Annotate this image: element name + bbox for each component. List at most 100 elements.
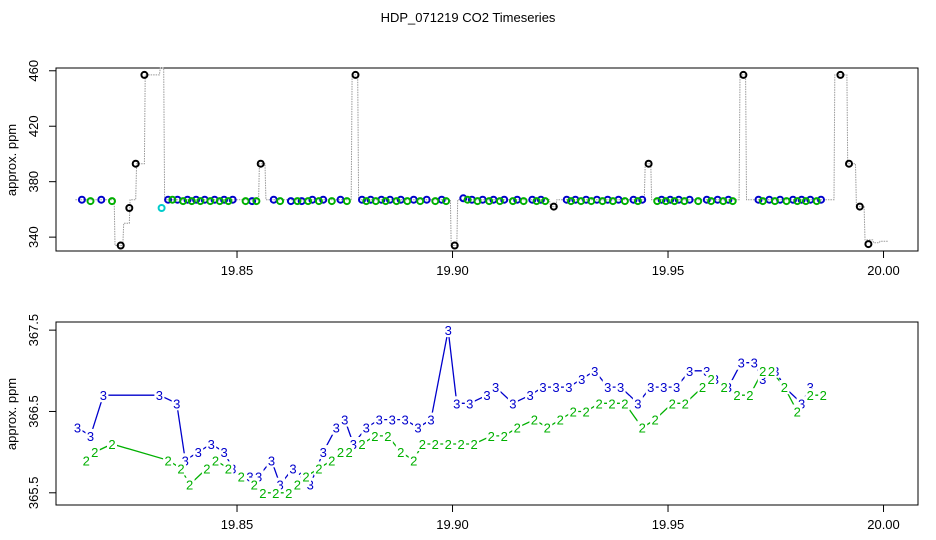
marker-background xyxy=(219,445,230,460)
x-tick-label: 19.90 xyxy=(436,517,469,532)
green-data-point xyxy=(728,197,737,206)
blue-series-marker: 3 xyxy=(182,453,189,468)
green-series-marker: 2 xyxy=(501,429,508,444)
green-data-point xyxy=(719,197,728,206)
blue-series-marker: 3 xyxy=(195,445,202,460)
green-data-point xyxy=(598,197,607,206)
marker-background xyxy=(551,380,561,395)
blue-series-marker: 3 xyxy=(289,461,296,476)
marker-background xyxy=(400,412,411,427)
blue-series-marker: 3 xyxy=(578,372,585,387)
marker-background xyxy=(72,420,83,435)
blue-data-point xyxy=(183,195,192,204)
green-data-point xyxy=(608,197,617,206)
marker-background xyxy=(81,453,92,468)
green-series-marker: 2 xyxy=(488,429,495,444)
blue-series-marker: 3 xyxy=(686,364,693,379)
marker-background xyxy=(637,420,648,435)
green-data-point xyxy=(381,197,390,206)
x-tick-label: 19.95 xyxy=(652,517,685,532)
green-series-marker: 2 xyxy=(669,396,676,411)
blue-series-marker: 3 xyxy=(466,396,473,411)
blue-series-marker: 3 xyxy=(617,380,624,395)
green-data-point xyxy=(293,197,302,206)
green-data-point xyxy=(463,195,472,204)
marker-background xyxy=(684,363,695,378)
y-tick-label: 365.5 xyxy=(26,477,41,510)
marker-background xyxy=(408,453,419,468)
blue-series-marker: 3 xyxy=(87,429,94,444)
green-series-marker: 2 xyxy=(707,372,714,387)
blue-data-point xyxy=(286,197,295,206)
blue-series-marker: 3 xyxy=(208,437,215,452)
black-data-point xyxy=(845,159,853,168)
green-data-point xyxy=(392,197,401,206)
marker-background xyxy=(779,380,790,395)
blue-data-point xyxy=(459,194,468,203)
x-tick-label: 19.95 xyxy=(652,263,685,278)
marker-background xyxy=(313,461,324,476)
blue-data-point xyxy=(629,195,638,204)
marker-background xyxy=(602,380,613,395)
green-series-marker: 2 xyxy=(759,364,766,379)
green-series-marker: 2 xyxy=(384,429,391,444)
green-data-point xyxy=(403,197,412,206)
marker-background xyxy=(749,355,760,370)
blue-series-marker: 3 xyxy=(341,413,348,428)
marker-background xyxy=(757,363,768,378)
marker-background xyxy=(451,396,462,411)
marker-background xyxy=(426,412,436,427)
green-series-marker: 2 xyxy=(272,486,279,501)
green-data-point xyxy=(314,197,323,206)
marker-background xyxy=(719,380,730,395)
green-data-point xyxy=(661,197,670,206)
marker-background xyxy=(387,412,398,427)
marker-background xyxy=(107,437,117,451)
marker-background xyxy=(818,388,829,403)
marker-background xyxy=(98,388,109,403)
blue-series-marker: 3 xyxy=(509,396,516,411)
marker-background xyxy=(563,380,574,395)
marker-background xyxy=(805,388,816,403)
green-series-marker: 2 xyxy=(531,413,538,428)
marker-background xyxy=(163,453,174,468)
marker-background xyxy=(645,380,656,395)
green-data-point xyxy=(252,197,261,206)
marker-background xyxy=(210,453,221,468)
black-data-point xyxy=(864,240,873,249)
green-data-point xyxy=(670,197,679,206)
x-tick-label: 20.00 xyxy=(867,263,900,278)
green-data-point xyxy=(633,197,642,206)
blue-series-marker: 3 xyxy=(565,380,572,395)
blue-series-marker: 3 xyxy=(445,323,452,338)
blue-series-marker: 3 xyxy=(751,356,758,371)
marker-background xyxy=(607,396,617,411)
black-data-point xyxy=(836,70,845,79)
marker-background xyxy=(757,371,768,386)
black-data-point xyxy=(351,70,360,79)
green-series-marker: 2 xyxy=(557,413,564,428)
blue-series-marker: 3 xyxy=(492,380,499,395)
marker-background xyxy=(443,437,454,451)
green-data-point xyxy=(519,197,528,206)
green-series-marker: 2 xyxy=(371,429,378,444)
green-data-point xyxy=(587,197,596,206)
marker-background xyxy=(443,323,454,338)
green-data-point xyxy=(342,197,351,206)
green-data-point xyxy=(495,197,504,206)
blue-data-point xyxy=(164,195,173,204)
marker-background xyxy=(339,412,350,427)
blue-series-marker: 3 xyxy=(453,396,460,411)
marker-background xyxy=(486,428,497,443)
marker-background xyxy=(253,469,264,484)
green-series-marker: 2 xyxy=(108,437,115,452)
green-data-point xyxy=(577,197,585,206)
blue-data-point xyxy=(500,195,509,204)
marker-background xyxy=(568,404,579,419)
green-data-point xyxy=(620,197,629,206)
blue-data-point xyxy=(528,195,537,204)
marker-background xyxy=(525,388,536,403)
green-series-marker: 2 xyxy=(794,405,801,420)
blue-series-marker: 3 xyxy=(427,413,434,428)
